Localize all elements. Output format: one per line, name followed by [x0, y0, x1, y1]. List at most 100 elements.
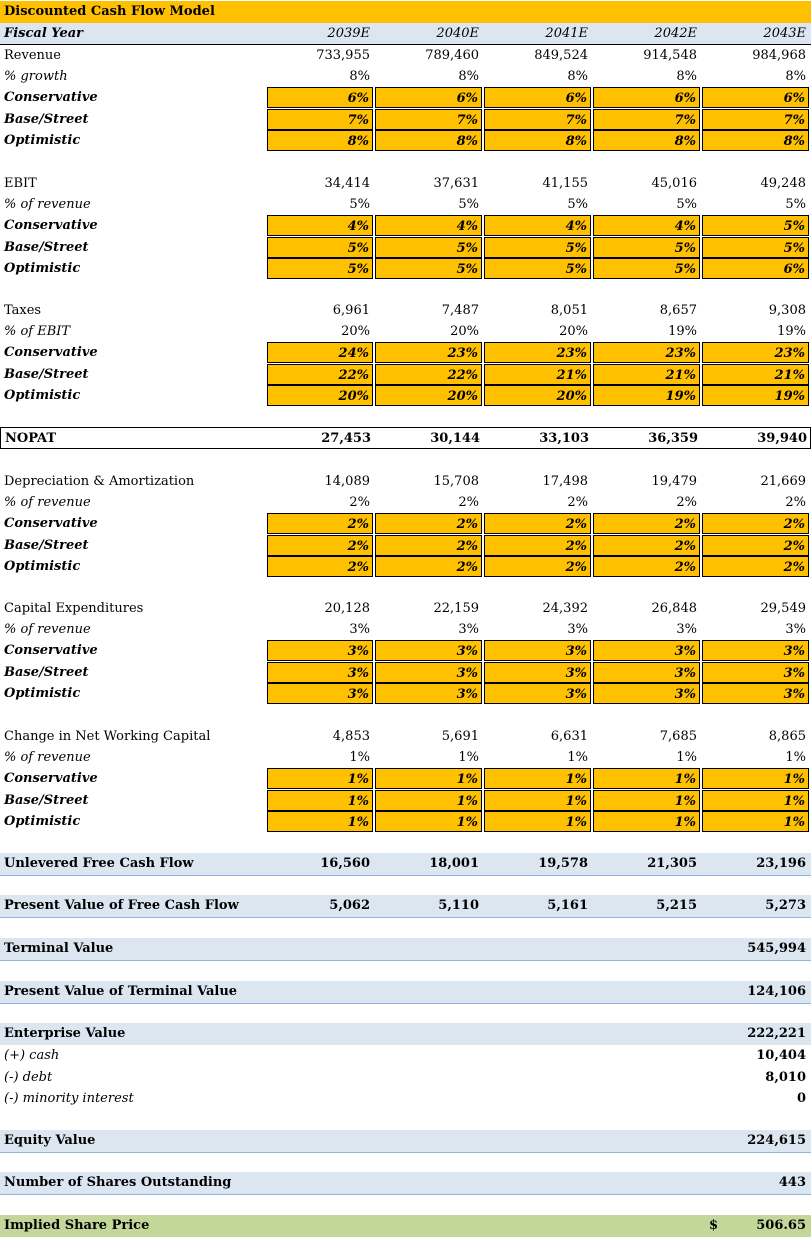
- capex-scenario-value: 3%: [702, 683, 809, 704]
- currency-symbol: $: [709, 1218, 719, 1233]
- taxes-value: 8,657: [659, 303, 697, 318]
- taxes-scenario-value: 23%: [484, 342, 591, 363]
- revenue-scenario-row: Optimistic 8% 8% 8% 8% 8%: [0, 130, 811, 151]
- capex-scenario-value: 3%: [375, 661, 482, 683]
- taxes-scenario-value: 19%: [593, 385, 700, 406]
- nopat-value: 33,103: [539, 431, 589, 446]
- da-pct-value: 2%: [676, 495, 697, 510]
- share-price-row: Implied Share Price $ 506.65: [0, 1215, 811, 1237]
- capex-scenario-value: 3%: [484, 683, 591, 704]
- revenue-scenario-value: 6%: [484, 87, 591, 108]
- taxes-value: 8,051: [550, 303, 588, 318]
- ebit-value: 37,631: [433, 176, 480, 191]
- ufcf-value: 16,560: [320, 856, 370, 871]
- nwc-scenario-row: Conservative 1% 1% 1% 1% 1%: [0, 768, 811, 789]
- revenue-pct-label: % growth: [4, 69, 68, 84]
- da-value: 21,669: [760, 474, 807, 489]
- ebit-scenario-value: 5%: [267, 236, 373, 258]
- year-header: 2041E: [545, 26, 588, 41]
- da-scenario-value: 2%: [484, 513, 591, 534]
- da-scenario-label: Base/Street: [4, 537, 89, 553]
- da-scenario-value: 2%: [702, 556, 809, 577]
- debt-row: (-) debt 8,010: [0, 1067, 811, 1088]
- minority-label: (-) minority interest: [4, 1091, 134, 1106]
- capex-value: 29,549: [760, 601, 807, 616]
- taxes-scenario-value: 24%: [267, 342, 373, 363]
- revenue-scenario-value: 8%: [484, 130, 591, 151]
- ebit-scenario-value: 5%: [267, 258, 373, 279]
- nwc-scenario-label: Conservative: [4, 771, 98, 786]
- taxes-scenario-value: 23%: [375, 342, 482, 363]
- revenue-scenario-label: Conservative: [4, 90, 98, 105]
- pv-fcf-label: Present Value of Free Cash Flow: [4, 898, 239, 913]
- ufcf-row: Unlevered Free Cash Flow 16,560 18,001 1…: [0, 853, 811, 876]
- capex-pct-value: 3%: [458, 622, 479, 637]
- taxes-scenario-value: 22%: [375, 363, 482, 385]
- nwc-scenario-value: 1%: [593, 768, 700, 789]
- capex-scenario-value: 3%: [375, 640, 482, 661]
- taxes-scenario-label: Base/Street: [4, 366, 89, 382]
- cash-value: 10,404: [756, 1048, 806, 1063]
- nwc-pct-row: % of revenue 1% 1% 1% 1% 1%: [0, 747, 811, 768]
- equity-value-row: Equity Value 224,615: [0, 1130, 811, 1153]
- ebit-scenario-value: 5%: [702, 215, 809, 236]
- taxes-pct-value: 19%: [668, 324, 697, 339]
- taxes-pct-row: % of EBIT 20% 20% 20% 19% 19%: [0, 321, 811, 342]
- da-row: Depreciation & Amortization 14,089 15,708 1…: [0, 471, 811, 492]
- capex-pct-value: 3%: [567, 622, 588, 637]
- taxes-scenario-value: 23%: [702, 342, 809, 363]
- ufcf-value: 19,578: [538, 856, 588, 871]
- revenue-pct-value: 8%: [349, 69, 370, 84]
- nwc-value: 5,691: [441, 729, 479, 744]
- ebit-pct-value: 5%: [567, 197, 588, 212]
- ebit-scenario-value: 4%: [484, 215, 591, 236]
- nwc-value: 6,631: [550, 729, 588, 744]
- revenue-pct-value: 8%: [676, 69, 697, 84]
- ebit-pct-row: % of revenue 5% 5% 5% 5% 5%: [0, 194, 811, 215]
- taxes-pct-value: 20%: [559, 324, 588, 339]
- year-header: 2039E: [327, 26, 370, 41]
- terminal-value-label: Terminal Value: [4, 941, 114, 956]
- pv-terminal-label: Present Value of Terminal Value: [4, 984, 238, 999]
- capex-scenario-value: 3%: [267, 661, 373, 683]
- capex-scenario-value: 3%: [484, 640, 591, 661]
- ebit-pct-value: 5%: [676, 197, 697, 212]
- taxes-value: 9,308: [768, 303, 806, 318]
- revenue-scenario-value: 8%: [267, 130, 373, 151]
- shares-value: 443: [778, 1175, 806, 1190]
- nwc-scenario-row: Base/Street 1% 1% 1% 1% 1%: [0, 789, 811, 811]
- ebit-scenario-row: Optimistic 5% 5% 5% 5% 6%: [0, 258, 811, 279]
- debt-label: (-) debt: [4, 1070, 53, 1085]
- shares-row: Number of Shares Outstanding 443: [0, 1172, 811, 1195]
- da-scenario-value: 2%: [593, 556, 700, 577]
- ebit-scenario-value: 5%: [593, 258, 700, 279]
- ufcf-value: 18,001: [429, 856, 479, 871]
- ebit-row: EBIT 34,414 37,631 41,155 45,016 49,248: [0, 173, 811, 194]
- capex-scenario-label: Base/Street: [4, 664, 89, 680]
- nwc-pct-value: 1%: [349, 750, 370, 765]
- capex-value: 24,392: [542, 601, 589, 616]
- capex-scenario-row: Conservative 3% 3% 3% 3% 3%: [0, 640, 811, 661]
- revenue-scenario-value: 8%: [593, 130, 700, 151]
- taxes-scenario-label: Conservative: [4, 345, 98, 360]
- nwc-pct-value: 1%: [567, 750, 588, 765]
- cash-label: (+) cash: [4, 1048, 60, 1063]
- ebit-scenario-value: 5%: [484, 236, 591, 258]
- ebit-value: 34,414: [324, 176, 371, 191]
- da-scenario-value: 2%: [484, 534, 591, 556]
- revenue-value: 914,548: [643, 48, 697, 63]
- revenue-pct-value: 8%: [567, 69, 588, 84]
- capex-value: 20,128: [324, 601, 371, 616]
- revenue-pct-value: 8%: [458, 69, 479, 84]
- da-value: 14,089: [324, 474, 371, 489]
- revenue-scenario-value: 6%: [702, 87, 809, 108]
- ebit-scenario-value: 5%: [702, 236, 809, 258]
- pv-fcf-value: 5,215: [656, 898, 697, 913]
- capex-pct-value: 3%: [349, 622, 370, 637]
- taxes-value: 6,961: [332, 303, 370, 318]
- ebit-scenario-value: 5%: [375, 258, 482, 279]
- nwc-scenario-value: 1%: [702, 789, 809, 811]
- taxes-scenario-label: Optimistic: [4, 388, 81, 403]
- ebit-pct-value: 5%: [349, 197, 370, 212]
- ebit-scenario-value: 5%: [484, 258, 591, 279]
